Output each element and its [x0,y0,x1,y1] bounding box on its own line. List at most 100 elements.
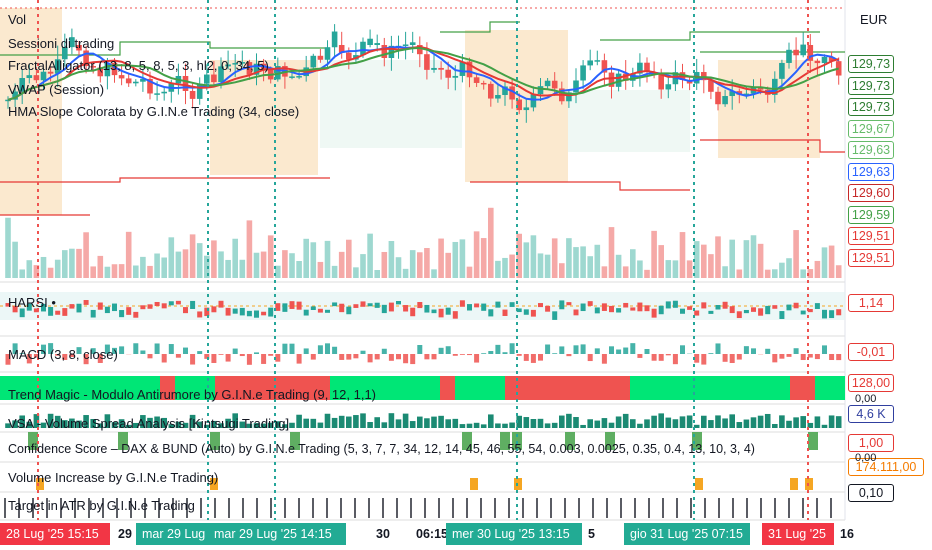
legend-vsa[interactable]: VSA - Volume Spread Analysis [Kintsugi T… [8,416,290,431]
volume-bar [708,254,714,278]
vsa-bar [658,413,664,428]
harsi-candle [374,302,380,308]
macd-bar [296,354,302,364]
harsi-candle [424,304,430,313]
candle-body [125,78,132,84]
legend-trend-magic[interactable]: Trend Magic - Modulo Antirumore by G.I.N… [8,387,377,402]
macd-bar [530,354,536,363]
harsi-candle [786,304,792,311]
harsi-candle [807,309,813,313]
harsi-candle [410,307,416,317]
volume-bar [445,252,451,278]
volume-bar [402,268,409,278]
candle-body [772,78,778,95]
legend-volume-increase[interactable]: Volume Increase by G.I.N.e Trading) [8,470,219,485]
volume-bar [537,253,544,278]
currency-label[interactable]: EUR [860,12,888,27]
vsa-bar [772,423,778,428]
candle-body [701,72,707,81]
volume-bar [409,250,416,278]
vsa-bar [239,421,246,428]
macd-bar [261,354,267,364]
candle-body [722,96,728,105]
volume-bar [821,247,828,278]
price-label: 129,73 [848,98,894,116]
harsi-candle [183,307,188,314]
vsa-bar [409,421,416,428]
harsi-candle [168,301,174,306]
harsi-candle [104,306,110,314]
vsa-bar [26,421,33,428]
candle-body [608,72,615,87]
harsi-candle [495,301,501,308]
vsa-bar [722,418,728,428]
confidence-square [290,432,300,450]
legend-confidence-score[interactable]: Confidence Score – DAX & BUND (Auto) by … [8,442,755,456]
vsa-bar [303,418,309,428]
vsa-bar [189,414,196,428]
legend-macd[interactable]: MACD (3, 8, close) [8,347,118,362]
macd-bar [431,354,437,360]
macd-bar [765,348,771,354]
time-axis-label: mar 29 Lug '25 14:15 [208,523,346,545]
legend-vol[interactable]: Vol [8,12,27,27]
macd-bar [793,348,799,354]
macd-bar [800,354,806,361]
volume-bar [764,269,771,278]
candle-body [417,45,423,55]
legend-target-atr[interactable]: Target in ATR by G.I.N.e Trading [8,498,195,513]
candle-body [495,94,501,99]
candle-body [473,77,480,83]
harsi-candle [5,303,11,307]
macd-bar [90,348,96,354]
volume-bar [338,251,345,278]
candle-body [211,74,217,83]
vsa-bar [346,416,352,428]
macd-bar [694,354,700,363]
vsa-bar [495,423,501,428]
vsa-bar [452,418,459,428]
volume-bar [189,234,196,278]
harsi-candle [218,300,224,308]
vsa-bar [793,417,799,428]
harsi-candle [254,310,259,318]
candle-body [76,45,82,51]
vsa-bar [544,423,551,428]
volume-bar [367,233,373,278]
pane-value-volume-increase: 174.111,00 [848,458,924,476]
harsi-candle [381,304,387,314]
harsi-candle [119,310,125,318]
vsa-bar [644,419,650,428]
harsi-candle [601,303,607,311]
harsi-candle [772,305,778,309]
volume-bar [168,237,175,278]
candle-body [40,71,47,81]
macd-bar [814,354,820,360]
macd-bar [76,347,82,354]
legend-fractal-alligator[interactable]: FractalAlligator (13, 8, 5, 8, 5, 3, hl2… [8,58,269,73]
candle-body [331,31,338,48]
vsa-bar [473,422,480,428]
vsa-bar [530,419,537,428]
volume-bar [90,266,96,278]
vsa-bar [736,422,743,428]
candle-body [118,75,125,79]
vsa-bar [835,416,842,428]
legend-harsi[interactable]: HARSI • [8,295,56,310]
harsi-candle [538,303,543,308]
candle-body [509,86,515,100]
legend-vwap[interactable]: VWAP (Session) [8,82,105,97]
legend-hma[interactable]: HMA Slope Colorata by G.I.N.e Trading (3… [8,104,300,119]
macd-bar [722,354,728,362]
trend-magic-segment [760,376,790,400]
price-label: 129,73 [848,76,894,95]
harsi-candle [481,303,487,311]
pane-value-target-atr: 0,10 [848,484,894,502]
legend-sessions[interactable]: Sessioni di trading [8,36,115,51]
macd-bar [708,353,714,354]
macd-bar [481,353,487,354]
candle-body [630,73,636,81]
candle-body [814,60,821,64]
candle-body [566,92,572,102]
